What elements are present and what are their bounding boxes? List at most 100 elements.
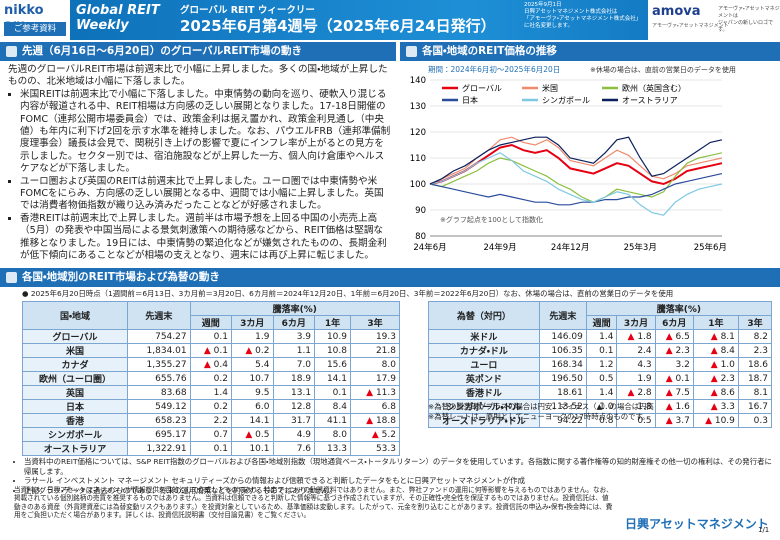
negative-mark: ▲: [627, 387, 635, 398]
bullet: 米国REITは前週末比で小幅に下落しました。中東情勢の動向を巡り、硬軟入り混じる…: [20, 89, 392, 176]
label-cell: 香港ドル: [428, 385, 540, 400]
value-cell: 658.23: [127, 413, 191, 428]
row: シンガポール 695.17 0.7 ▲ 0.5 4.9 8.0 ▲ 5.2: [21, 427, 400, 442]
value-cell: 0.2: [189, 399, 232, 414]
negative-mark: ▲: [710, 387, 718, 398]
footer-bullets: 当資料中のREIT価格については、S&P REIT指数のグローバルおよび各国・地…: [8, 457, 772, 495]
value-cell: 1.4: [189, 385, 232, 400]
value-cell: 168.34: [538, 357, 587, 372]
value-cell: 18.9: [272, 371, 316, 386]
fx-notes: ※為替の騰落率がプラスの場合は円安、マイナス（▲）の場合は円高 ※為替レートは、原…: [428, 402, 772, 421]
table-note: ● 2025年6月20日時点（1週間前＝6月13日、3カ月前＝3月20日、6カ月…: [22, 289, 674, 298]
value-cell: 21.8: [350, 343, 400, 358]
value-cell: 5.4: [230, 357, 274, 372]
issue: 2025年6月第4週号（2025年6月24日発行）: [180, 17, 496, 35]
series-line: [429, 136, 723, 185]
period: 期間：2024年6月初～2025年6月20日: [428, 64, 560, 74]
notice-line: 日興アセットマネジメント株式会社は: [524, 9, 618, 15]
label-cell: グローバル: [21, 329, 129, 344]
row: 英国 83.68 1.4 9.5 13.1 0.1 ▲ 11.3: [21, 385, 400, 400]
value-cell: 0.7: [189, 427, 232, 442]
x-tick-label: 25年6月: [694, 242, 727, 253]
value-cell: 0.1: [585, 343, 618, 358]
header-cell: 国・地域: [21, 301, 129, 330]
negative-mark: ▲: [705, 415, 712, 426]
label-cell: オーストラリア: [21, 441, 129, 456]
header-row: 為替（対円） 先週末 騰落率(%): [428, 301, 773, 330]
value-cell: ▲ 2.8: [616, 385, 656, 400]
value-cell: ▲ 3.7: [654, 413, 694, 428]
value-cell: 2.3: [737, 343, 773, 358]
note: ※休場の場合は、直前の営業日のデータを使用: [590, 65, 736, 74]
fx-note: ※為替の騰落率がプラスの場合は円安、マイナス（▲）の場合は円高: [428, 402, 654, 411]
chart: 期間：2024年6月初～2025年6月20日 ※休場の場合は、直前の営業日のデータ…: [410, 64, 736, 253]
amova-note-line: アモーヴァ・アセットマネジメントは: [718, 6, 780, 19]
value-cell: 695.17: [127, 427, 191, 442]
value-cell: 754.27: [127, 329, 191, 344]
label-cell: 欧州（ユーロ圏）: [21, 371, 129, 386]
bullet: ユーロ圏および英国のREITは前週末比で上昇しました。ユーロ圏では中東情勢や米F…: [20, 176, 392, 213]
value-cell: 549.12: [127, 399, 191, 414]
footer-bullet: 当資料中のREIT価格については、S&P REIT指数のグローバルおよび各国・地…: [24, 457, 772, 476]
section-title: 先週（6月16日～6月20日）のグローバルREIT市場の動き: [0, 42, 396, 61]
value-cell: 3.2: [654, 357, 694, 372]
reit-table: 国・地域 先週末 騰落率(%) 週間 3カ月 6カ月 1年 3年 グローバル 754.27 0.1 1…: [21, 301, 401, 456]
section-title: 各国・地域のREIT価格の推移: [400, 42, 780, 61]
value-cell: 8.2: [737, 329, 773, 344]
row: グローバル 754.27 0.1 1.9 3.9 10.9 19.3: [21, 329, 400, 344]
label-cell: 米国: [21, 343, 129, 358]
value-cell: 13.3: [314, 441, 351, 456]
value-cell: ▲ 11.3: [350, 385, 400, 400]
negative-mark: ▲: [710, 373, 718, 384]
series-line: [429, 173, 723, 206]
header-cell: 騰落率(%): [585, 301, 773, 316]
row: 日本 549.12 0.2 6.0 12.8 8.4 6.8: [21, 399, 400, 414]
label-cell: 英ポンド: [428, 371, 540, 386]
value-cell: 17.9: [350, 371, 400, 386]
y-tick-label: 80: [415, 232, 426, 242]
bullets: 米国REITは前週末比で小幅に下落しました。中東情勢の動向を巡り、硬軟入り混じる…: [8, 89, 392, 263]
note-text: 2025年6月20日時点（1週間前＝6月13日、3カ月前＝3月20日、6カ月前＝…: [30, 289, 674, 298]
company: 日興アセットマネジメント: [625, 517, 769, 531]
x-tick-label: 25年3月: [624, 242, 657, 253]
value-cell: 4.9: [272, 427, 316, 442]
row: 香港 658.23 2.2 14.1 31.7 41.1 ▲ 18.8: [21, 413, 400, 428]
row: 米国 1,834.01 ▲ 0.1 ▲ 0.2 1.1 10.8 21.8: [21, 343, 400, 358]
value-cell: ▲ 0.2: [230, 343, 274, 358]
footer-bullet: ラサール インベストメント マネージメント セキュリティーズからの情報および信頼…: [24, 476, 772, 486]
value-cell: 8.1: [737, 385, 773, 400]
negative-mark: ▲: [627, 331, 635, 342]
notice: 2025年9月1日 日興アセットマネジメント株式会社は 「アモーヴァ・アセットマネジ…: [524, 2, 641, 30]
negative-mark: ▲: [245, 345, 253, 356]
value-cell: 6.8: [350, 399, 400, 414]
header-cell: 先週末: [538, 301, 587, 330]
negative-mark: ▲: [710, 359, 718, 370]
value-cell: 18.7: [737, 371, 773, 386]
value-cell: 1,355.27: [127, 357, 191, 372]
legend-label: シンガポール: [542, 95, 590, 105]
series-line: [429, 152, 723, 203]
label-cell: ユーロ: [428, 357, 540, 372]
label-cell: 英国: [21, 385, 129, 400]
value-cell: 0.1: [189, 329, 232, 344]
value-cell: 0.5: [585, 371, 618, 386]
logo-box: nikko am ご参考資料: [0, 0, 70, 40]
value-cell: 8.0: [350, 357, 400, 372]
fx-table: 為替（対円） 先週末 騰落率(%) 週間 3カ月 6カ月 1年 3年 米ドル 146.09 1.4 ▲…: [428, 301, 773, 428]
value-cell: 10.9: [314, 329, 351, 344]
row: 英ポンド 196.50 0.5 1.9 ▲ 0.1 ▲ 2.3 18.7: [428, 371, 773, 386]
header-cell: 3カ月: [616, 315, 656, 330]
fx-note: ※為替レートは、原則としてニューヨークの17時時点のものです。: [428, 411, 650, 421]
value-cell: 1.1: [272, 343, 316, 358]
value-cell: ▲ 6.5: [654, 329, 694, 344]
value-cell: ▲ 7.5: [654, 385, 694, 400]
header-cell: 先週末: [127, 301, 191, 330]
negative-mark: ▲: [665, 401, 673, 412]
row: オーストラリア・ドル 94.22 0.8 0.5 ▲ 3.7 ▲ 10.9 0.3: [428, 413, 773, 428]
row: ユーロ 168.34 1.2 4.3 3.2 ▲ 1.0 18.6: [428, 357, 773, 372]
header-cell: 6カ月: [272, 315, 316, 330]
negative-mark: ▲: [371, 429, 379, 440]
value-cell: 7.0: [272, 357, 316, 372]
value-cell: 8.4: [314, 399, 351, 414]
row: 欧州（ユーロ圏） 655.76 0.2 10.7 18.9 14.1 17.9: [21, 371, 400, 386]
